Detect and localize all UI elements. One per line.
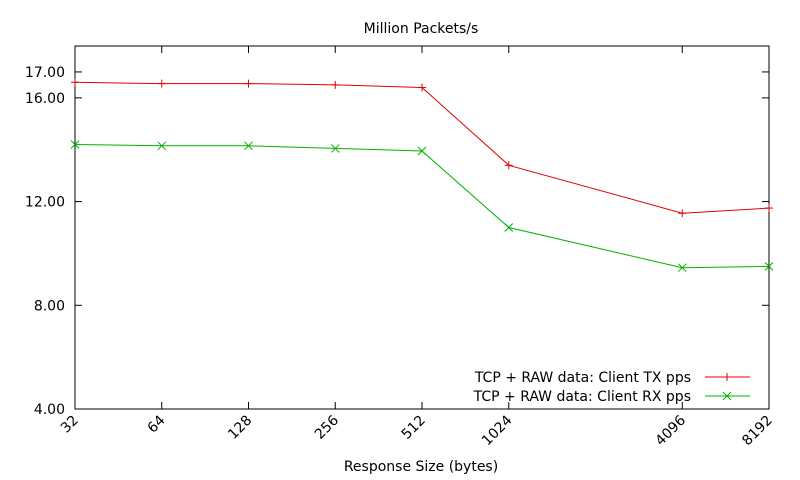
legend-marker-1 — [723, 373, 731, 381]
data-point-series-1 — [331, 80, 340, 89]
data-point-series-1 — [244, 79, 253, 88]
data-point-series-1 — [765, 204, 773, 213]
series-line-2 — [74, 144, 770, 269]
x-tick-label: 64 — [145, 412, 169, 436]
x-tick-label: 1024 — [479, 412, 516, 449]
data-point-series-2 — [157, 141, 167, 151]
data-point-series-1 — [504, 161, 513, 170]
series-line-1 — [74, 81, 770, 214]
y-tick-label: 17.00 — [25, 65, 65, 81]
y-axis: 4.00 8.00 12.00 16.00 17.00 — [25, 65, 769, 418]
legend-label-2: TCP + RAW data: Client RX pps — [473, 389, 691, 405]
data-point-series-2 — [330, 144, 340, 153]
plot-frame — [74, 45, 770, 410]
data-point-series-2 — [417, 146, 427, 156]
data-point-series-1 — [678, 209, 687, 218]
y-tick-label: 16.00 — [25, 91, 65, 107]
y-tick-label: 4.00 — [34, 402, 65, 418]
data-point-series-1 — [71, 78, 79, 87]
data-point-series-2 — [244, 141, 253, 151]
chart-title: Million Packets/s — [364, 21, 479, 37]
legend-label-1: TCP + RAW data: Client TX pps — [474, 370, 691, 386]
legend-marker-2 — [722, 391, 732, 401]
data-point-series-2 — [677, 263, 687, 273]
x-tick-label: 256 — [312, 412, 342, 442]
legend: TCP + RAW data: Client TX pps TCP + RAW d… — [473, 370, 750, 405]
x-tick-label: 8192 — [739, 413, 776, 450]
y-tick-label: 8.00 — [34, 298, 65, 314]
x-tick-label: 4096 — [653, 412, 690, 449]
x-tick-label: 128 — [225, 413, 255, 443]
y-tick-label: 12.00 — [25, 195, 65, 211]
data-point-series-2 — [764, 262, 774, 271]
x-axis-label: Response Size (bytes) — [344, 459, 498, 475]
data-point-series-2 — [70, 140, 80, 149]
x-tick-label: 512 — [399, 413, 429, 443]
data-point-series-1 — [418, 83, 426, 92]
data-point-series-1 — [157, 79, 166, 88]
series-layer — [70, 78, 774, 273]
data-point-series-2 — [504, 223, 514, 232]
